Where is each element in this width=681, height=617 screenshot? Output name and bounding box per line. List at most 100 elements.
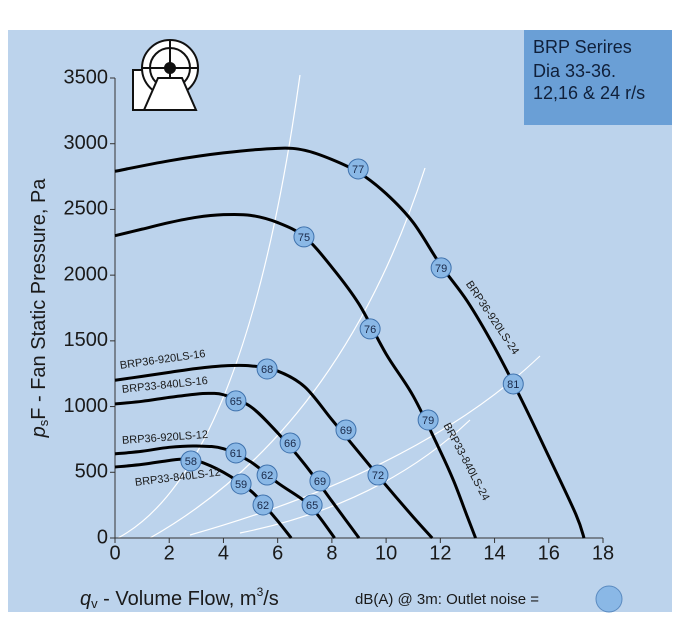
noise-marker: 62 [256,464,278,486]
noise-label: 81 [507,379,519,391]
noise-label: 75 [298,232,310,244]
x-tick-label: 2 [164,542,175,564]
y-tick-label: 500 [75,461,108,483]
x-tick-label: 0 [109,542,120,564]
x-label-part: q [80,588,91,610]
noise-label: 69 [340,425,352,437]
series-line [114,146,586,539]
noise-dot [309,470,331,492]
noise-label: 59 [235,479,247,491]
noise-marker: 65 [225,390,247,412]
noise-marker: 65 [301,494,323,516]
title-line: BRP Serires [533,37,632,57]
chart-background [8,30,672,612]
y-tick-label: 1000 [64,395,109,417]
noise-dot [301,494,323,516]
noise-marker: 75 [293,226,315,248]
noise-dot [417,409,439,431]
system-curve [117,74,301,539]
x-tick-label: 14 [483,542,505,564]
x-tick-label: 4 [218,542,229,564]
x-tick-label: 8 [326,542,337,564]
y-label-part: p [28,426,50,438]
y-tick-label: 0 [97,526,108,548]
noise-dot [180,450,202,472]
noise-marker: 62 [252,494,274,516]
x-label-part: v [91,596,98,611]
noise-marker: 69 [309,470,331,492]
noise-label: 66 [284,438,296,450]
noise-marker: 81 [502,373,524,395]
noise-label: 58 [185,456,197,468]
noise-marker: 58 [180,450,202,472]
fan-base [142,77,198,111]
y-tick-label: 3500 [64,66,109,88]
x-label-part: 3 [257,585,264,599]
system-curve [239,419,471,534]
noise-label: 72 [372,470,384,482]
noise-dot [293,226,315,248]
noise-marker: 66 [279,432,301,454]
noise-dot [367,464,389,486]
noise-dot [256,358,278,380]
series-line [114,457,293,539]
y-label-part: s [36,419,51,426]
noise-label: 79 [422,415,434,427]
y-tick-label: 3000 [64,132,109,154]
noise-label: 69 [314,476,326,488]
x-tick-label: 16 [538,542,560,564]
legend-text: dB(A) @ 3m: Outlet noise = [355,591,539,608]
noise-dot [430,257,452,279]
noise-dot [502,373,524,395]
y-axis-label: psF - Fan Static Pressure, Pa [28,178,51,439]
fan-icon [132,39,199,111]
legend-marker [595,585,623,613]
noise-dot [256,464,278,486]
x-label-part: - Volume Flow, m [98,588,257,610]
x-label-part: /s [263,588,279,610]
noise-dot [347,158,369,180]
noise-label: 68 [261,364,273,376]
noise-dot [225,390,247,412]
noise-label: 65 [230,396,242,408]
noise-marker: 72 [367,464,389,486]
y-tick-label: 2000 [64,263,109,285]
noise-dot [230,473,252,495]
x-tick-label: 18 [592,542,614,564]
x-tick-label: 6 [272,542,283,564]
noise-label: 62 [257,500,269,512]
system-curve [149,167,426,539]
x-tick-label: 10 [375,542,397,564]
x-axis-label: qv - Volume Flow, m3/s [80,585,279,611]
x-tick-label: 12 [429,542,451,564]
noise-dot [225,442,247,464]
series-line [114,212,477,539]
title-line: 12,16 & 24 r/s [533,83,645,103]
noise-label: 79 [435,263,447,275]
noise-label: 77 [352,164,364,176]
noise-label: 61 [230,448,242,460]
noise-marker: 69 [335,419,357,441]
noise-label: 76 [364,324,376,336]
noise-marker: 79 [417,409,439,431]
noise-marker: 59 [230,473,252,495]
noise-dot [359,318,381,340]
noise-marker: 79 [430,257,452,279]
noise-marker: 77 [347,158,369,180]
y-tick-label: 2500 [64,198,109,220]
noise-label: 62 [261,470,273,482]
noise-marker: 76 [359,318,381,340]
noise-label: 65 [306,500,318,512]
fan-hub [164,62,176,74]
noise-dot [279,432,301,454]
noise-dot [335,419,357,441]
title-line: Dia 33-36. [533,61,616,81]
y-tick-label: 1500 [64,329,109,351]
noise-marker: 61 [225,442,247,464]
series-line [114,363,434,540]
noise-marker: 68 [256,358,278,380]
title-box [524,30,672,125]
y-label-part: F - Fan Static Pressure, Pa [28,178,50,420]
